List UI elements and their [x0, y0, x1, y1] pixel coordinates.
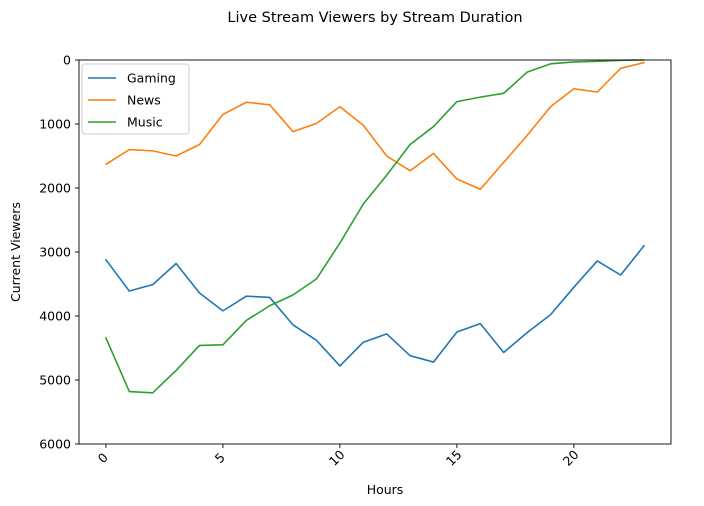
legend-label-music: Music: [127, 115, 163, 130]
series-line-gaming: [105, 244, 645, 367]
x-axis: 0 5 10 15 20: [95, 444, 582, 469]
series-line-music: [105, 59, 645, 394]
legend-label-news: News: [127, 93, 161, 108]
legend: Gaming News Music: [81, 63, 190, 135]
y-tick-label: 3000: [39, 245, 71, 260]
x-tick-label: 0: [95, 450, 111, 466]
legend-box: [81, 63, 190, 135]
y-tick-label: 1000: [39, 117, 71, 132]
x-tick-label: 15: [443, 447, 465, 469]
y-tick-label: 6000: [39, 437, 71, 452]
series-line-news: [105, 61, 645, 191]
y-axis-label: Current Viewers: [8, 202, 23, 302]
x-tick-label: 5: [212, 450, 228, 466]
y-axis: 0 1000 2000 3000 4000 5000 6000: [39, 53, 79, 452]
legend-items: Gaming News Music: [88, 71, 176, 130]
x-tick-label: 20: [560, 447, 582, 469]
y-tick-label: 2000: [39, 181, 71, 196]
chart-title: Live Stream Viewers by Stream Duration: [227, 10, 522, 26]
x-axis-label: Hours: [367, 482, 404, 497]
y-tick-label: 4000: [39, 309, 71, 324]
series-layer: [105, 59, 645, 394]
y-tick-label: 5000: [39, 373, 71, 388]
x-tick-label: 10: [326, 447, 348, 469]
y-tick-label: 0: [63, 53, 71, 68]
legend-label-gaming: Gaming: [127, 71, 176, 86]
